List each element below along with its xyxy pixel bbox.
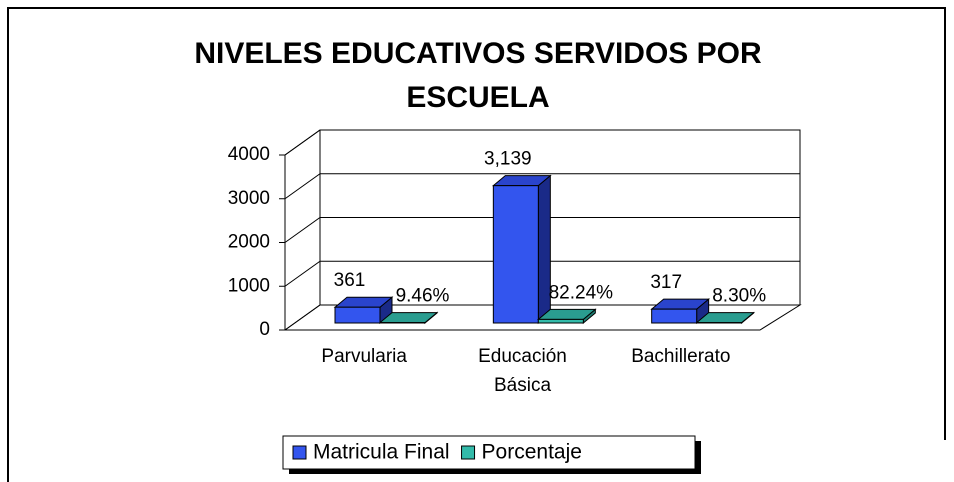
bar	[491, 174, 552, 325]
y-tick-label: 2000	[228, 232, 270, 253]
data-label: 8.30%	[712, 286, 766, 307]
grid-line	[284, 129, 800, 156]
legend-swatch	[461, 445, 476, 460]
data-label: 82.24%	[549, 282, 614, 303]
bar	[695, 311, 756, 325]
legend-swatch	[292, 445, 307, 460]
grid-line	[284, 260, 800, 287]
bar-front	[334, 306, 381, 324]
grid-line	[284, 173, 800, 200]
bar	[333, 296, 394, 325]
legend-box	[282, 435, 696, 470]
data-label: 361	[334, 270, 366, 291]
bar-front	[537, 318, 584, 324]
grid-line	[284, 304, 800, 331]
x-tick-label: Educación Básica	[478, 346, 567, 396]
legend-label: Porcentaje	[482, 441, 582, 464]
x-tick-label: Parvularia	[321, 346, 407, 367]
frame	[7, 7, 946, 482]
data-label: 317	[650, 272, 682, 293]
bar	[378, 311, 439, 325]
y-tick-label: 3000	[228, 188, 270, 209]
data-label: 9.46%	[396, 286, 450, 307]
data-label: 3,139	[484, 149, 532, 170]
y-tick-label: 4000	[228, 144, 270, 165]
chart-title: NIVELES EDUCATIVOS SERVIDOS POR ESCUELA	[194, 37, 762, 114]
y-tick-label: 0	[259, 319, 270, 340]
bar	[536, 308, 597, 325]
legend-label: Matricula Final	[313, 441, 450, 464]
bar	[650, 298, 711, 325]
y-tick-label: 1000	[228, 275, 270, 296]
grid-line	[284, 217, 800, 243]
x-tick-label: Bachillerato	[631, 346, 730, 367]
bar-front	[492, 185, 539, 324]
bar-front	[651, 308, 698, 324]
